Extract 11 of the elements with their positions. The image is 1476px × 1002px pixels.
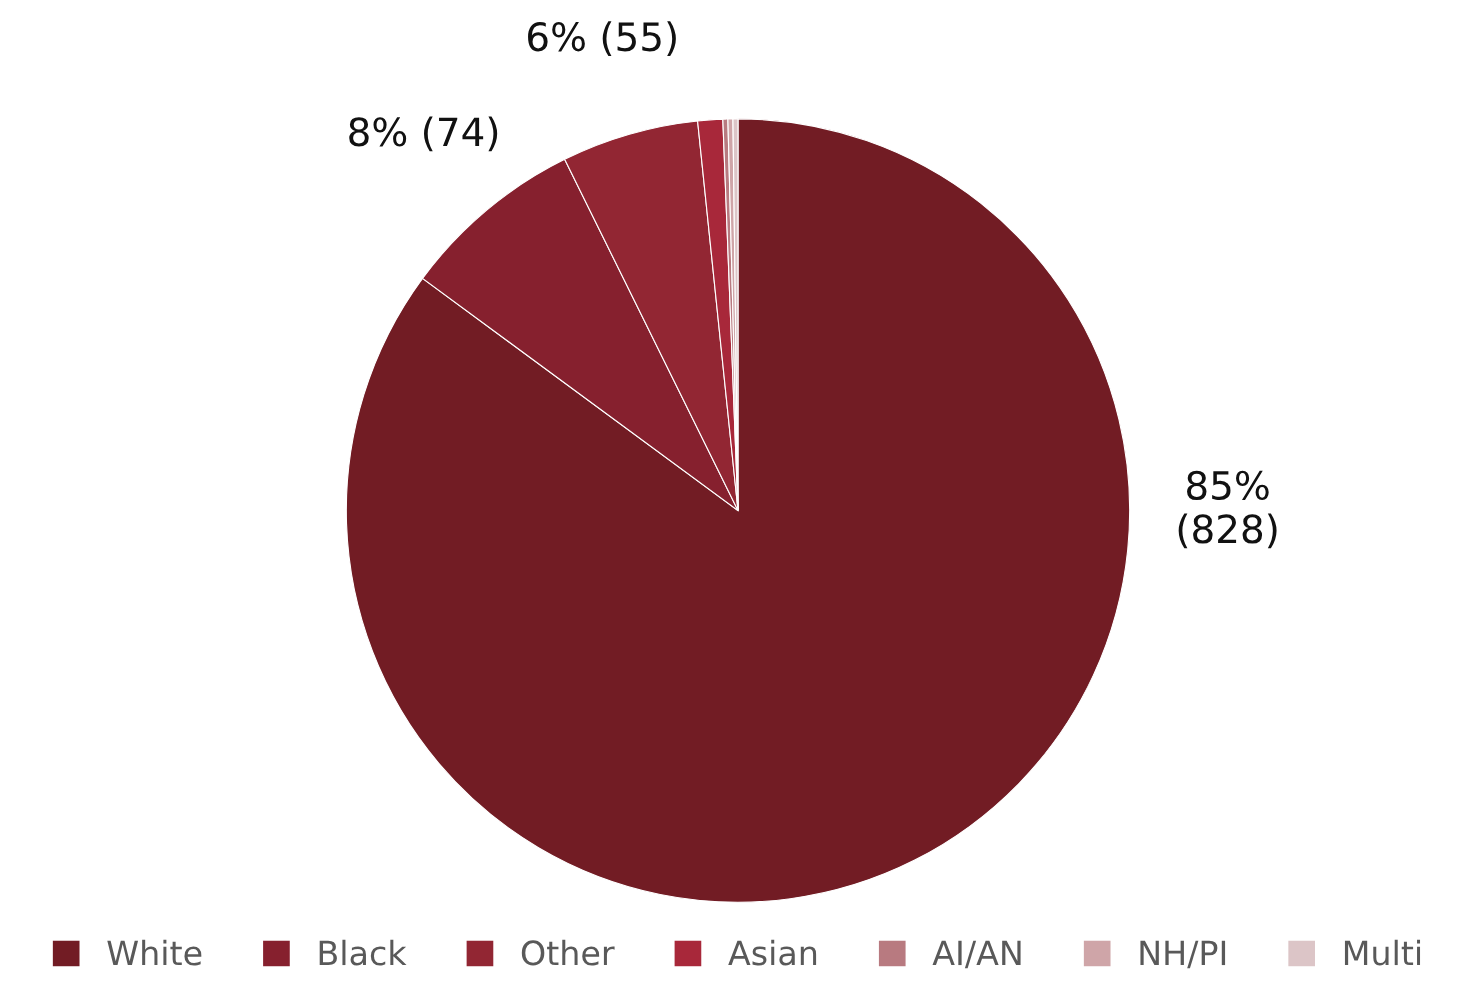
data-label: 85% (828) <box>1178 470 1277 549</box>
pie-slice <box>345 118 1131 903</box>
data-label: 6% (55) <box>528 21 676 56</box>
legend-label: Asian <box>728 939 817 966</box>
legend-label: Multi <box>1344 939 1421 966</box>
data-label: 8% (74) <box>349 116 498 152</box>
legend-label: Other <box>521 939 615 966</box>
legend-label: White <box>107 939 202 966</box>
legend-label: NH/PI <box>1140 940 1226 969</box>
legend-label: AI/AN <box>932 940 1021 969</box>
legend-label: Black <box>319 939 407 966</box>
